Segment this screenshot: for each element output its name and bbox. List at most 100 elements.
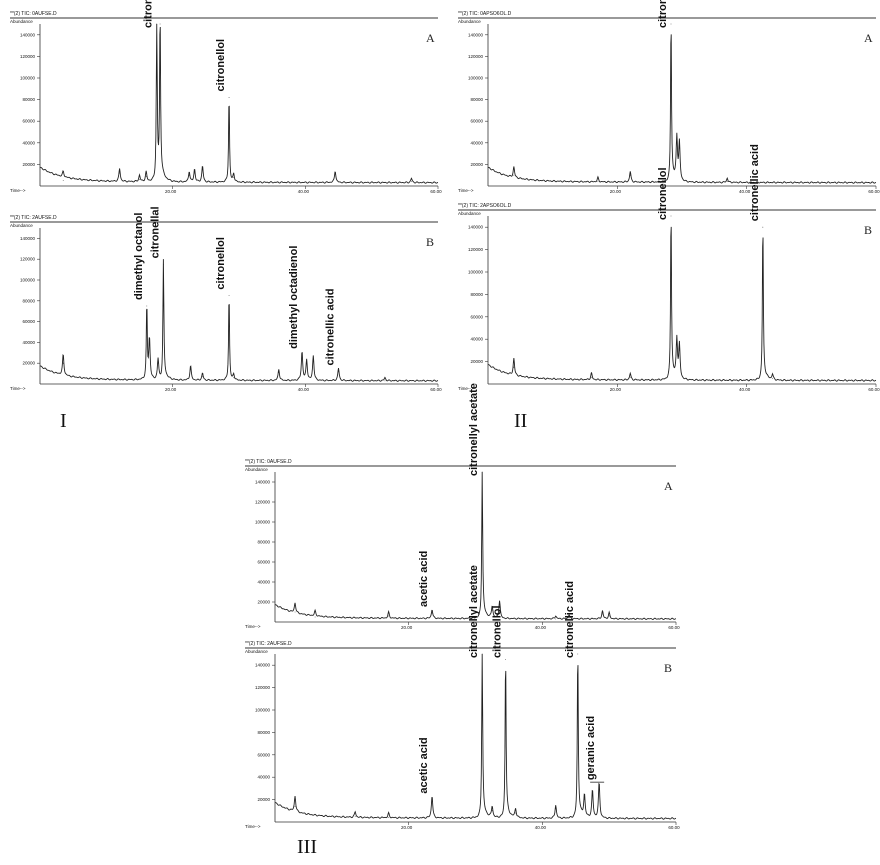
y-tick-label: 20000: [470, 162, 483, 167]
y-tick-label: 40000: [22, 340, 35, 345]
peak-point: [294, 805, 296, 807]
peak-point: [499, 603, 500, 605]
peak-label: citronellal: [149, 206, 161, 258]
peak-label: citronellyl acetate: [468, 565, 480, 658]
peak-point: [629, 376, 631, 378]
peak-point: [312, 358, 314, 360]
peak-point: [233, 377, 235, 379]
peak-point: [481, 471, 483, 473]
peak-label: acetic acid: [418, 737, 430, 793]
y-tick-label: 100000: [20, 76, 36, 81]
peak-label: acetic acid: [418, 551, 430, 607]
peak-point: [190, 369, 191, 370]
y-tick-label: 80000: [22, 97, 35, 102]
x-tick-label: 20.00: [165, 387, 177, 392]
peak-label: dimethyl octanol: [133, 213, 145, 300]
peak-point: [505, 659, 506, 660]
peak-point: [228, 295, 230, 296]
peak-label: citronellol: [657, 167, 669, 220]
x-tick-label: 40.00: [535, 625, 547, 630]
x-axis-title: Time-->: [245, 824, 261, 829]
peak-point: [608, 615, 610, 617]
peak-point: [338, 371, 339, 372]
peak-point: [156, 23, 158, 25]
peak-point: [388, 615, 390, 617]
peak-point: [726, 181, 728, 183]
y-tick-label: 60000: [257, 560, 270, 565]
peak-point: [202, 169, 203, 171]
panel-header: **(2) TIC: 0AUFSE.D: [10, 11, 57, 17]
peak-point: [598, 785, 600, 787]
panel-header: **(2) TIC: 0APSO6OL.D: [458, 11, 512, 17]
peak-point: [62, 362, 64, 364]
peak-label: citronellic acid: [325, 288, 337, 365]
chromatogram-trace: [274, 653, 677, 820]
y-tick-label: 140000: [20, 236, 36, 241]
chromatogram-trace: [487, 34, 877, 184]
peak-point: [513, 366, 515, 368]
peak-point: [162, 264, 164, 265]
peak-point: [602, 613, 603, 615]
y-tick-label: 20000: [22, 162, 35, 167]
y-tick-label: 140000: [468, 32, 484, 37]
peak-label: citronellic acid: [564, 581, 576, 658]
peak-point: [149, 342, 150, 343]
peak-point: [431, 612, 433, 614]
x-tick-label: 20.00: [610, 387, 622, 392]
peak-point: [772, 378, 773, 379]
y-axis-title: Abundance: [10, 19, 33, 24]
y-tick-label: 80000: [257, 540, 270, 545]
y-axis-title: Abundance: [245, 649, 268, 654]
panel-ii-a: **(2) TIC: 0APSO6OL.D Abundance Time--> 140…: [458, 0, 880, 194]
peak-point: [388, 817, 390, 818]
peak-point: [228, 97, 230, 98]
y-tick-label: 100000: [468, 270, 484, 275]
chromatogram-trace: [39, 23, 439, 184]
peak-point: [188, 174, 190, 176]
peak-point: [202, 376, 203, 378]
y-tick-label: 140000: [255, 480, 271, 485]
peak-point: [301, 354, 303, 356]
y-tick-label: 60000: [22, 319, 35, 324]
peak-point: [194, 172, 195, 174]
x-axis-title: Time-->: [10, 386, 26, 391]
peak-point: [314, 616, 316, 618]
panel-letter: A: [426, 31, 435, 45]
y-tick-label: 60000: [257, 752, 270, 757]
y-tick-label: 100000: [468, 76, 484, 81]
y-tick-label: 20000: [257, 797, 270, 802]
x-tick-label: 40.00: [739, 387, 751, 392]
peak-point: [491, 609, 493, 611]
y-tick-label: 40000: [470, 337, 483, 342]
x-tick-label: 60.00: [868, 387, 880, 392]
y-tick-label: 80000: [470, 292, 483, 297]
x-tick-label: 40.00: [298, 189, 310, 194]
y-tick-label: 100000: [255, 708, 271, 713]
x-tick-label: 20.00: [401, 625, 413, 630]
y-tick-label: 60000: [470, 314, 483, 319]
panel-i-b: **(2) TIC: 2AUFSE.D Abundance Time--> 14000…: [10, 206, 442, 392]
panel-letter: B: [426, 235, 434, 249]
y-tick-label: 100000: [20, 278, 36, 283]
peak-point: [306, 362, 308, 364]
peak-point: [676, 344, 678, 346]
y-tick-label: 120000: [20, 54, 36, 59]
x-tick-label: 40.00: [298, 387, 310, 392]
peak-point: [481, 653, 483, 655]
peak-point: [354, 816, 356, 817]
panel-letter: A: [864, 31, 873, 45]
y-tick-label: 40000: [257, 580, 270, 585]
chromatogram-trace: [39, 259, 439, 382]
peak-point: [294, 611, 296, 613]
peak-point: [139, 179, 140, 180]
y-tick-label: 60000: [470, 119, 483, 124]
peak-label: citronellol: [492, 605, 504, 658]
chromatogram-trace: [487, 226, 877, 382]
panel-letter: A: [664, 479, 673, 493]
y-tick-label: 140000: [20, 32, 36, 37]
x-tick-label: 40.00: [535, 825, 547, 830]
peak-point: [513, 174, 515, 176]
y-tick-label: 60000: [22, 119, 35, 124]
x-tick-label: 20.00: [165, 189, 177, 194]
peak-label: citronellyl acetate: [468, 383, 480, 476]
